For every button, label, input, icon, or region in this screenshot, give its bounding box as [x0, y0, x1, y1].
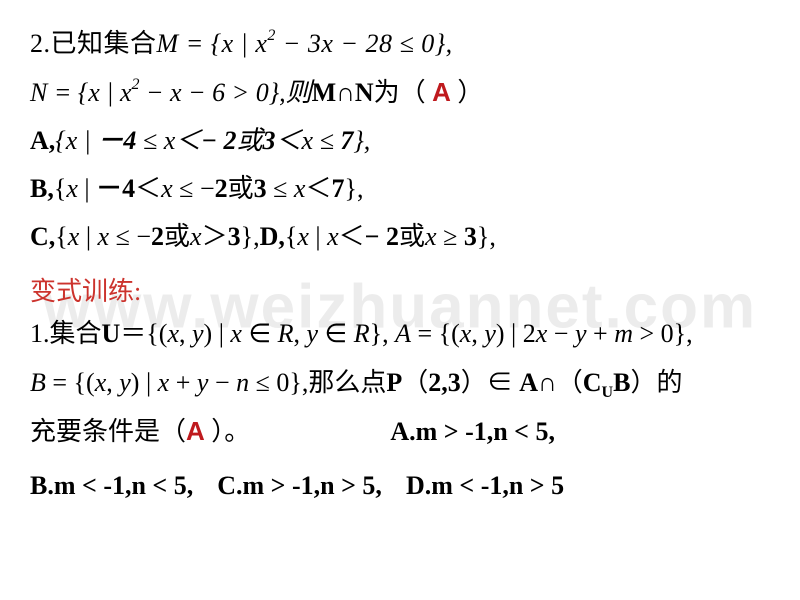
q2-M: M — [157, 29, 179, 58]
q2-optA: A,{x | －4 ≤ x＜− 2或3＜x ≤ 7}, — [30, 117, 770, 165]
q2-N-sup: 2 — [132, 76, 140, 93]
q2-optCD: C,{x | x ≤ −2或x＞3},D,{x | x＜− 2或x ≥ 3}, — [30, 213, 770, 261]
q1-optA: A.m > -1,n < 5, — [390, 417, 555, 446]
q2-optB: B,{x | －4＜x ≤ −2或3 ≤ x＜7}, — [30, 165, 770, 213]
variant-label: 变式训练: — [30, 271, 770, 308]
optB-text: {x | －4＜x ≤ −2或3 ≤ x＜7}, — [54, 174, 364, 203]
optA-text: {x | －4 ≤ x＜− 2或3＜x ≤ 7}, — [55, 126, 370, 155]
q2-N-def: = {x | x — [47, 78, 131, 107]
q1-B-def: = {(x, y) | x + y − n ≤ 0},那么点P（2,3）∈ A∩… — [46, 368, 683, 397]
q1-optC: C.m > -1,n > 5, — [217, 471, 382, 500]
q2-wei: 为 — [374, 78, 400, 107]
q1-line3-start: 充要条件是（ — [30, 417, 186, 446]
q1-line3-end: ）。 — [205, 417, 251, 446]
q1-optB: B.m < -1,n < 5, — [30, 471, 193, 500]
q2-M-def: = {x | x — [179, 29, 268, 58]
q1-optD: D.m < -1,n > 5 — [406, 471, 564, 500]
q2-prefix: 2.已知集合 — [30, 29, 157, 58]
q1-prefix: 1.集合 — [30, 319, 102, 348]
q2-MN: M∩N — [312, 78, 374, 107]
q2-M-rest: − 3x − 28 ≤ 0}, — [276, 29, 453, 58]
q1-answer: A — [186, 416, 205, 446]
q1-line3: 充要条件是（A ）。 A.m > -1,n < 5, — [30, 407, 770, 456]
q1-U-def: ＝{(x, y) | x ∈ R, y ∈ R}, A = {(x, y) | … — [120, 319, 692, 348]
q1-line4: B.m < -1,n < 5, C.m > -1,n > 5, D.m < -1,n… — [30, 462, 770, 510]
optB-prefix: B, — [30, 174, 54, 203]
optD-text: {x | x＜− 2或x ≥ 3}, — [285, 222, 496, 251]
q1-line2: B = {(x, y) | x + y − n ≤ 0},那么点P（2,3）∈ … — [30, 359, 770, 407]
optC-prefix: C, — [30, 222, 55, 251]
paren-open: （ — [400, 78, 426, 107]
q1-line1: 1.集合U＝{(x, y) | x ∈ R, y ∈ R}, A = {(x, … — [30, 310, 770, 358]
optC-text: {x | x ≤ −2或x＞3}, — [55, 222, 259, 251]
q2-line2: N = {x | x2 − x − 6 > 0},则M∩N为（ A ） — [30, 68, 770, 117]
q2-N: N — [30, 78, 47, 107]
sub-U: U — [602, 384, 614, 401]
q2-answer: A — [432, 77, 451, 107]
q2-N-rest: − x − 6 > 0},则 — [140, 78, 312, 107]
document-content: 2.已知集合M = {x | x2 − 3x − 28 ≤ 0}, N = {x… — [30, 20, 770, 510]
paren-close: ） — [457, 78, 483, 107]
q1-B: B — [30, 368, 46, 397]
q1-U: U — [102, 319, 121, 348]
optD-prefix: D, — [260, 222, 285, 251]
optA-prefix: A, — [30, 126, 55, 155]
q2-line1: 2.已知集合M = {x | x2 − 3x − 28 ≤ 0}, — [30, 20, 770, 68]
q2-M-sup: 2 — [267, 27, 276, 44]
